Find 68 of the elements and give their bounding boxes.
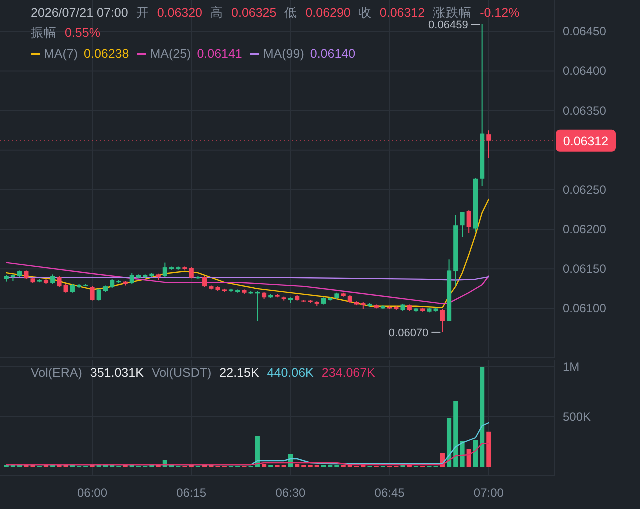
bar xyxy=(473,440,478,467)
annotation: 振幅 xyxy=(31,26,57,40)
legend-label: MA(25) xyxy=(150,47,192,61)
x-tick-label: 06:15 xyxy=(176,486,207,500)
annotation: 0.06312 xyxy=(380,6,426,20)
y-tick-label: 0.06400 xyxy=(563,64,607,78)
line-series xyxy=(6,442,490,466)
annotation: 高 xyxy=(210,5,224,20)
annotation: 0.06070 xyxy=(388,327,429,340)
annotation: 涨跌幅 xyxy=(433,6,472,20)
bar xyxy=(480,367,485,467)
y-tick-label: 500K xyxy=(563,410,592,424)
bar xyxy=(255,436,260,467)
annotation: 0.55% xyxy=(65,26,100,40)
legend-label: MA(7) xyxy=(44,47,78,61)
candlestick xyxy=(486,130,492,159)
bar xyxy=(454,401,458,467)
annotation: 0.06140 xyxy=(310,47,356,61)
annotation: 440.06K xyxy=(267,366,315,380)
candlestick xyxy=(440,309,445,333)
y-tick-label: 0.06450 xyxy=(563,24,607,39)
bar xyxy=(466,449,472,467)
y-tick-label: 1M xyxy=(563,360,580,374)
candlestick xyxy=(162,262,168,278)
annotation: 0.06290 xyxy=(306,6,351,20)
line-series xyxy=(6,262,490,305)
bar xyxy=(446,418,452,467)
y-tick-label: 0.06350 xyxy=(563,104,607,118)
annotation: Vol(ERA) xyxy=(31,366,82,380)
y-tick-label: 0.06200 xyxy=(563,222,607,237)
annotation: 低 xyxy=(284,6,298,20)
ref-line-label: 0.06312 xyxy=(563,134,609,148)
candlestick xyxy=(460,212,465,238)
annotation: Vol(USDT) xyxy=(152,366,212,380)
annotation: 351.031K xyxy=(90,366,145,380)
x-tick-label: 06:45 xyxy=(374,486,406,500)
y-tick-label: 0.06250 xyxy=(563,182,607,197)
candlestick xyxy=(96,288,102,302)
bar xyxy=(486,432,492,467)
legend-label: MA(99) xyxy=(263,47,304,61)
candlestick xyxy=(57,276,62,288)
candlestick xyxy=(255,290,260,322)
annotation: 0.06141 xyxy=(197,47,242,61)
annotation: 0.06459 xyxy=(428,20,468,32)
x-tick-label: 06:00 xyxy=(77,486,108,500)
x-tick-label: 07:00 xyxy=(474,486,504,500)
annotation: -0.12% xyxy=(480,6,520,20)
annotation: 22.15K xyxy=(220,366,260,380)
line-series xyxy=(6,198,490,309)
candlestick xyxy=(130,272,134,285)
candlestick xyxy=(50,274,56,285)
y-tick-label: 0.06150 xyxy=(563,262,607,276)
bar xyxy=(262,464,267,467)
bar xyxy=(460,441,465,467)
y-tick-label: 0.06100 xyxy=(563,302,607,316)
candlestick xyxy=(90,286,95,302)
annotation: 0.06325 xyxy=(232,6,277,20)
bar xyxy=(295,464,300,467)
annotation: 2026/07/21 07:00 xyxy=(31,6,128,20)
candlestick xyxy=(202,276,208,288)
x-tick-label: 06:30 xyxy=(276,486,306,500)
annotation: 234.067K xyxy=(322,366,376,380)
candlestick xyxy=(189,267,194,280)
annotation: 收 xyxy=(358,6,372,20)
candlestick xyxy=(466,210,472,234)
annotation: 0.06320 xyxy=(157,6,203,20)
annotation: 0.06238 xyxy=(84,47,130,61)
annotation: 开 xyxy=(136,6,150,20)
